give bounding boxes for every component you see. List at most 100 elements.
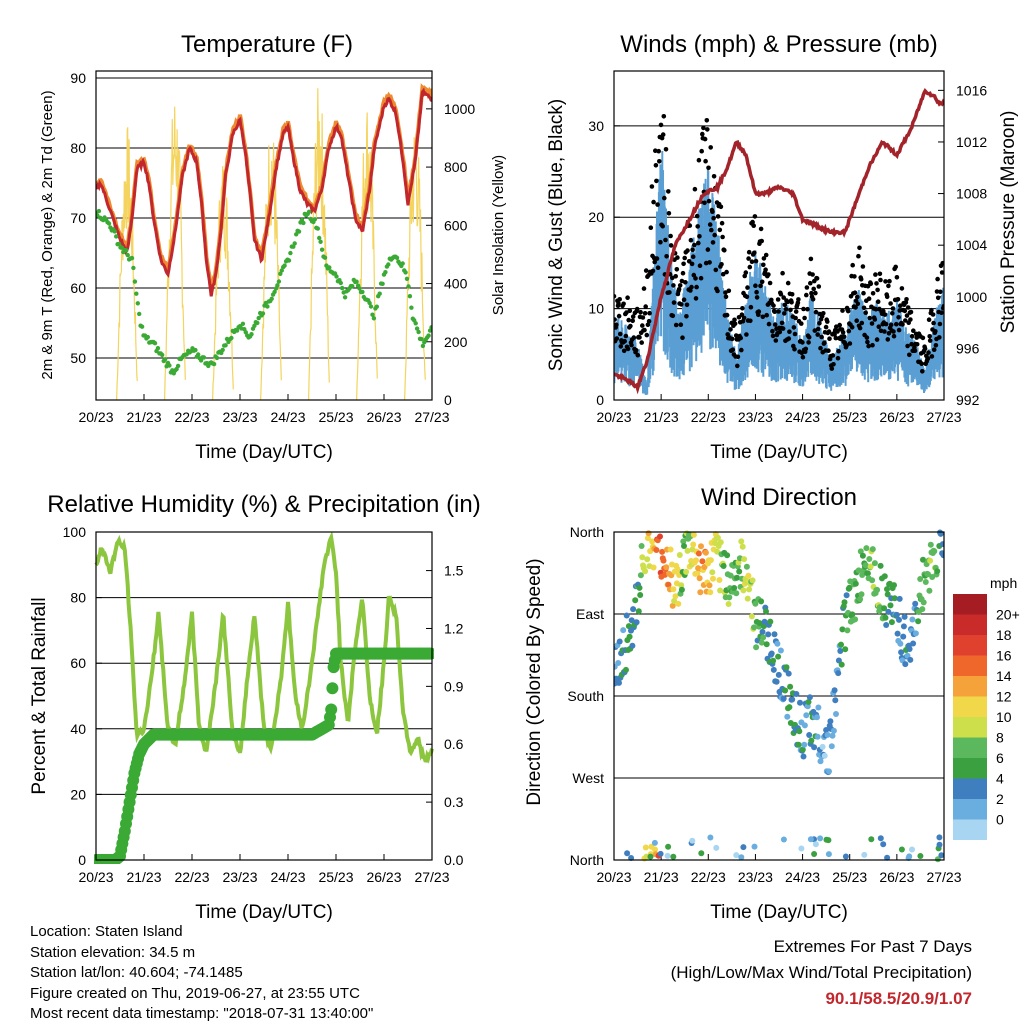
wind-direction-point xyxy=(783,664,790,671)
wind-direction-point xyxy=(684,547,691,554)
gust-point xyxy=(720,234,725,240)
dewpoint-point xyxy=(322,255,328,260)
gust-point xyxy=(646,318,652,324)
gust-point xyxy=(744,332,749,337)
gust-point xyxy=(660,223,665,229)
wind-direction-point xyxy=(940,552,944,559)
gust-point xyxy=(689,261,695,267)
wind-direction-point xyxy=(844,627,851,634)
x-tick-label: 25/23 xyxy=(318,409,353,425)
gust-point xyxy=(617,297,622,302)
wind-direction-point xyxy=(881,573,888,580)
gust-point xyxy=(888,301,893,306)
wind-direction-point xyxy=(785,670,792,677)
temperature-2m-line xyxy=(96,87,432,297)
gust-point xyxy=(761,262,766,268)
solar-insolation-line xyxy=(116,127,138,400)
wind-direction-point xyxy=(717,587,724,594)
wind-direction-point xyxy=(734,574,740,581)
wind-direction-point xyxy=(803,712,810,719)
wind-direction-point xyxy=(780,695,787,702)
wind-direction-point xyxy=(625,623,632,630)
precip-point xyxy=(326,682,339,695)
wind-direction-point xyxy=(746,586,753,593)
gust-point xyxy=(852,290,858,296)
wind-direction-point xyxy=(798,845,805,852)
colorbar-swatch xyxy=(953,676,987,697)
gust-point xyxy=(712,232,717,238)
precip-point xyxy=(424,647,434,660)
gust-point xyxy=(803,346,809,352)
wind-direction-point xyxy=(774,640,781,647)
gust-point xyxy=(671,300,677,305)
wind-direction-point xyxy=(819,743,826,750)
wind-direction-point xyxy=(717,539,724,546)
wind-direction-point xyxy=(689,837,696,844)
y-axis-label: Direction (Colored By Speed) xyxy=(524,558,545,805)
y-tick-label: 40 xyxy=(70,721,86,737)
gust-point xyxy=(929,354,935,359)
wind-direction-point xyxy=(652,846,658,853)
gust-point xyxy=(710,209,715,214)
wind-direction-point xyxy=(738,538,745,545)
y-tick-label: 100 xyxy=(63,524,87,540)
x-axis-label: Time (Day/UTC) xyxy=(710,442,848,463)
gust-point xyxy=(881,308,886,314)
gust-point xyxy=(902,308,908,314)
wind-direction-point xyxy=(672,593,679,600)
gust-point xyxy=(625,346,631,352)
solar-insolation-line xyxy=(260,142,282,400)
gust-point xyxy=(713,267,719,273)
gust-point xyxy=(722,248,727,253)
colorbar: mph 20+ 18 16 14 12 10 8 6 4 2 0 xyxy=(953,575,1020,840)
dewpoint-point xyxy=(327,265,332,270)
dewpoint-point xyxy=(256,315,261,321)
gust-point xyxy=(847,341,853,346)
wind-direction-point xyxy=(898,846,905,853)
solar-insolation-line xyxy=(404,137,426,400)
gust-point xyxy=(747,264,753,270)
y2-tick-label: 0 xyxy=(444,392,452,408)
wind-direction-point xyxy=(796,728,803,735)
wind-direction-point xyxy=(896,616,902,623)
wind-direction-point xyxy=(814,733,821,740)
gust-point xyxy=(876,324,882,330)
gust-point xyxy=(749,259,755,265)
gust-point xyxy=(634,306,640,312)
chart-title: Relative Humidity (%) & Precipitation (i… xyxy=(47,491,480,518)
gust-point xyxy=(911,328,916,334)
gust-point xyxy=(786,336,792,341)
wind-direction-point xyxy=(780,836,787,843)
gust-point xyxy=(866,296,872,302)
gust-point xyxy=(939,270,944,275)
gust-point xyxy=(694,213,700,219)
gust-point xyxy=(649,184,655,189)
wind-direction-point xyxy=(775,653,782,660)
dewpoint-point xyxy=(252,323,257,328)
dewpoint-point xyxy=(255,320,260,326)
gust-point xyxy=(637,335,642,340)
x-tick-label: 20/23 xyxy=(596,869,631,885)
dewpoint-point xyxy=(220,347,225,353)
gust-point xyxy=(904,313,910,318)
gust-point xyxy=(732,317,737,323)
gust-point xyxy=(825,319,830,324)
y-tick-label: East xyxy=(576,606,604,622)
wind-direction-point xyxy=(922,579,929,585)
gust-point xyxy=(688,237,694,243)
wind-direction-point xyxy=(632,597,639,604)
wind-direction-point xyxy=(731,585,738,591)
wind-direction-point xyxy=(806,694,813,701)
wind-direction-point xyxy=(620,627,627,634)
wind-direction-point xyxy=(637,572,644,579)
gust-point xyxy=(660,132,666,137)
gust-point xyxy=(715,214,721,219)
gust-point xyxy=(707,222,713,227)
wind-direction-point xyxy=(665,843,672,850)
wind-direction-point xyxy=(753,644,760,651)
wind-direction-point xyxy=(926,587,933,594)
gust-point xyxy=(775,297,781,302)
gust-point xyxy=(735,354,741,360)
gust-point xyxy=(810,272,815,277)
gust-point xyxy=(748,304,754,310)
